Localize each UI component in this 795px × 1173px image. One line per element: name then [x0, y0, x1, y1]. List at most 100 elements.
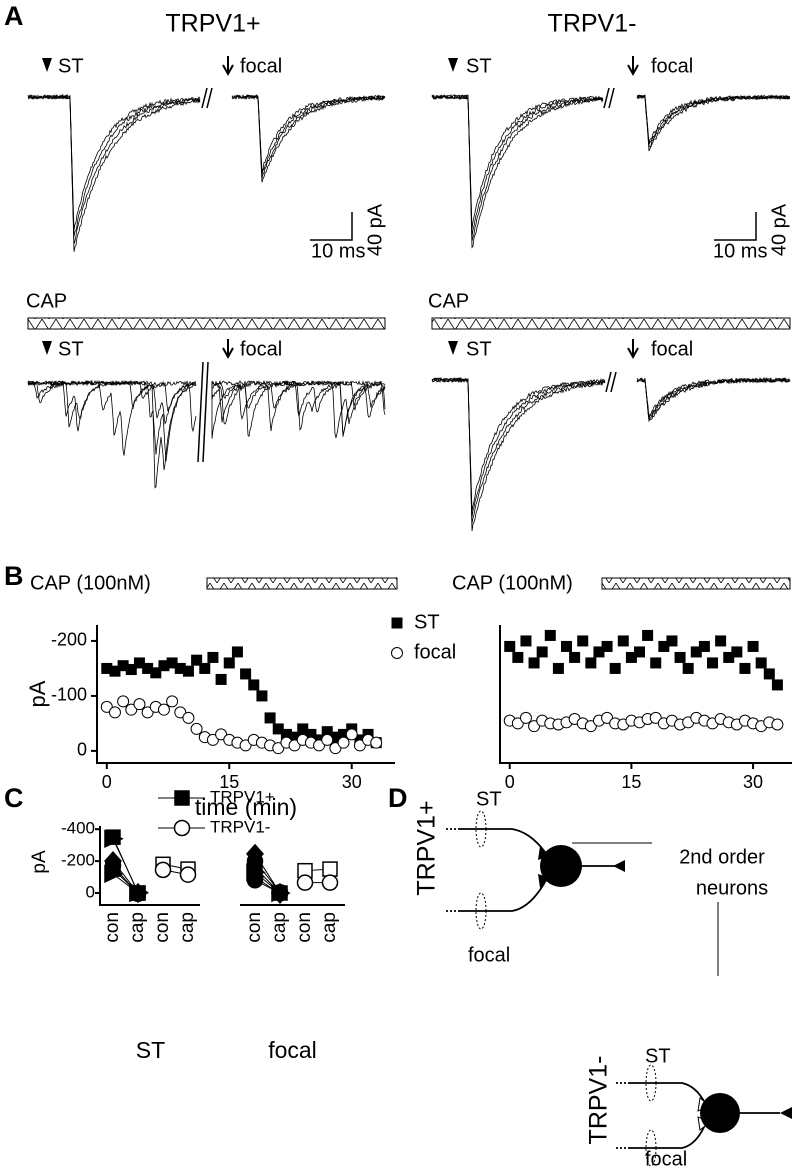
- leader-line: [572, 842, 719, 976]
- data-point: [536, 646, 548, 658]
- axon-stub: [446, 828, 460, 912]
- trace-break: [605, 371, 617, 393]
- current-trace: [27, 94, 201, 231]
- data-point: [617, 635, 629, 647]
- data-point: [552, 662, 564, 674]
- data-point: [256, 690, 268, 702]
- y-tick-label: 0: [86, 883, 95, 902]
- y-axis-label: pA: [25, 680, 50, 707]
- legend-label: TRPV1-: [210, 817, 270, 836]
- scale-label: 10 ms: [713, 240, 767, 262]
- legend-label: TRPV1+: [210, 787, 275, 806]
- drug-bar: [27, 317, 386, 330]
- legend-label: ST: [414, 611, 440, 633]
- current-trace: [27, 93, 201, 252]
- x-tick-label: 30: [342, 772, 362, 792]
- data-point: [108, 706, 121, 719]
- current-trace: [231, 94, 386, 183]
- trace-break: [201, 87, 213, 109]
- data-point: [179, 866, 197, 883]
- focal-arrow: [627, 56, 639, 77]
- data-point: [512, 651, 524, 663]
- data-point: [157, 703, 170, 716]
- data-point: [191, 654, 203, 666]
- current-trace: [636, 94, 791, 144]
- x-tick-label: cap: [127, 912, 148, 943]
- data-point: [240, 668, 252, 680]
- x-tick-label: con: [244, 912, 265, 943]
- current-trace: [636, 377, 791, 421]
- data-point: [544, 629, 556, 641]
- y-axis-label: pA: [29, 850, 50, 874]
- legend-marker: [174, 790, 190, 806]
- current-trace: [27, 379, 386, 439]
- axis: [499, 625, 792, 764]
- data-point: [520, 635, 532, 647]
- data-point: [125, 664, 137, 676]
- annotation: CAP (100nM): [30, 572, 151, 594]
- data-point: [272, 742, 285, 755]
- data-point: [313, 739, 326, 752]
- stim-marker: [448, 58, 458, 72]
- current-trace: [636, 94, 791, 152]
- data-point: [528, 657, 540, 669]
- axis: [96, 625, 395, 764]
- focal-arrow: [627, 339, 639, 360]
- x-tick-label: 15: [219, 772, 239, 792]
- data-point: [715, 635, 727, 647]
- data-point: [207, 651, 219, 663]
- current-trace: [231, 94, 386, 175]
- trace-break: [197, 361, 209, 463]
- data-point: [337, 736, 350, 749]
- data-point: [133, 698, 146, 711]
- stim-label: ST: [58, 338, 84, 360]
- current-trace: [636, 94, 791, 148]
- data-point: [329, 742, 342, 755]
- electrode: [475, 892, 487, 930]
- data-point: [585, 657, 597, 669]
- stim-label: focal: [651, 55, 693, 77]
- data-point: [674, 651, 686, 663]
- stim-marker: [42, 58, 52, 72]
- data-point: [649, 711, 662, 724]
- current-trace: [27, 380, 386, 438]
- data-point: [129, 883, 149, 903]
- current-trace: [27, 379, 386, 456]
- current-trace: [431, 377, 606, 532]
- data-point: [100, 700, 113, 713]
- data-point: [731, 646, 743, 658]
- data-point: [584, 720, 597, 733]
- group-label: ST: [136, 1037, 165, 1063]
- data-point: [650, 657, 662, 669]
- x-tick-label: 0: [505, 772, 515, 792]
- data-point: [682, 662, 694, 674]
- input-label: ST: [476, 788, 502, 810]
- current-trace: [231, 94, 386, 172]
- legend-marker: [391, 617, 403, 629]
- data-point: [601, 640, 613, 652]
- target-label: 2nd order: [679, 846, 765, 868]
- legend-label: focal: [414, 641, 456, 663]
- current-trace: [636, 376, 791, 423]
- drug-label: CAP: [428, 290, 469, 312]
- data-point: [747, 640, 759, 652]
- data-point: [322, 861, 338, 877]
- data-point: [666, 635, 678, 647]
- column-title: TRPV1+: [165, 10, 260, 38]
- data-point: [321, 874, 339, 891]
- data-point: [199, 662, 211, 674]
- electrode: [645, 1064, 657, 1102]
- current-trace: [431, 94, 604, 249]
- data-point: [771, 679, 783, 691]
- panel-label: B: [4, 561, 24, 591]
- data-point: [182, 665, 194, 677]
- current-trace: [431, 376, 606, 511]
- y-tick-label: -100: [51, 685, 87, 705]
- data-point: [141, 706, 154, 719]
- drug-label: CAP: [26, 290, 67, 312]
- data-point: [288, 739, 301, 752]
- scale-label: 40 pA: [768, 203, 790, 256]
- scale-bar: [714, 212, 757, 241]
- data-point: [321, 733, 334, 746]
